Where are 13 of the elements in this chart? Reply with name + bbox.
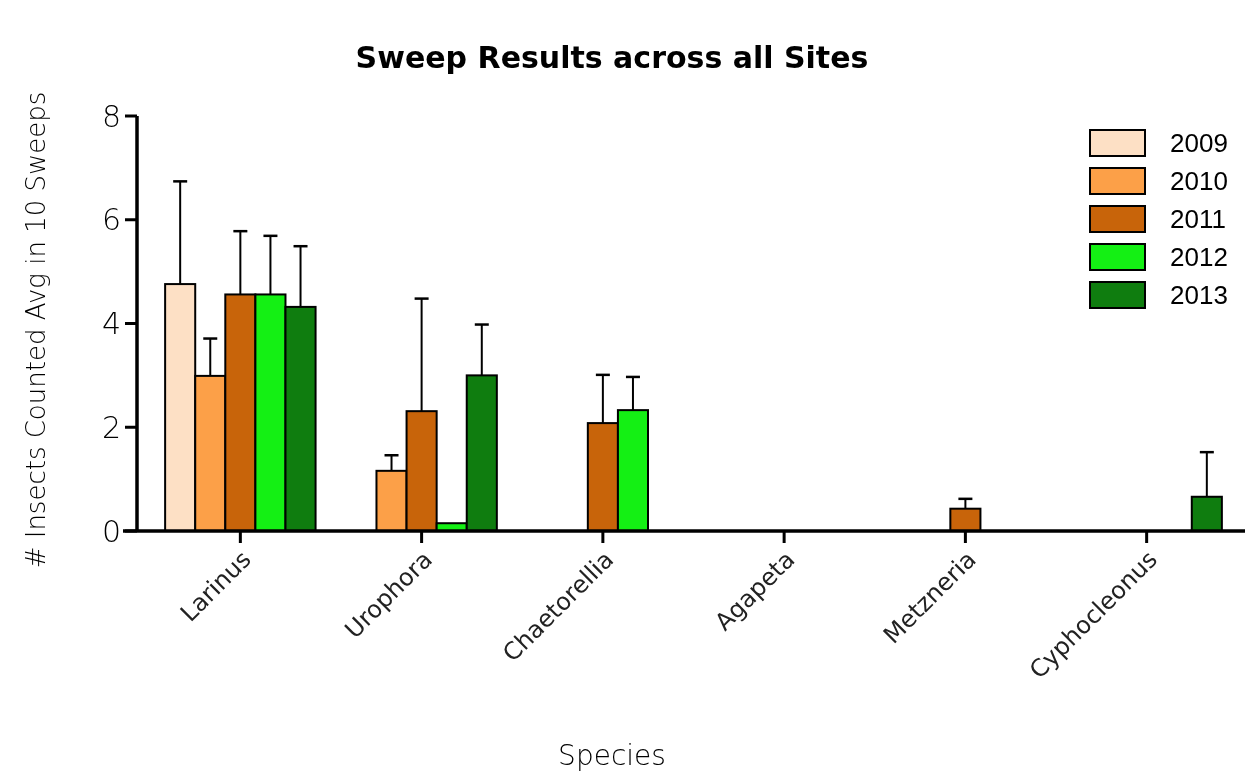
legend-label: 2009 [1170, 128, 1228, 159]
y-tick-label: 8 [101, 98, 121, 134]
chart-title: Sweep Results across all Sites [355, 40, 869, 75]
x-axis-title: Species [558, 739, 666, 772]
y-axis-title: # Insects Counted Avg in 10 Sweeps [21, 91, 51, 569]
legend-label: 2012 [1170, 242, 1228, 273]
legend-label: 2010 [1170, 166, 1228, 197]
legend-label: 2011 [1170, 204, 1226, 235]
y-tick-label: 0 [101, 513, 121, 549]
y-tick-label: 6 [101, 202, 121, 238]
y-tick-label: 4 [101, 306, 121, 341]
y-tick-label: 2 [101, 409, 121, 445]
legend-label: 2013 [1170, 280, 1228, 311]
